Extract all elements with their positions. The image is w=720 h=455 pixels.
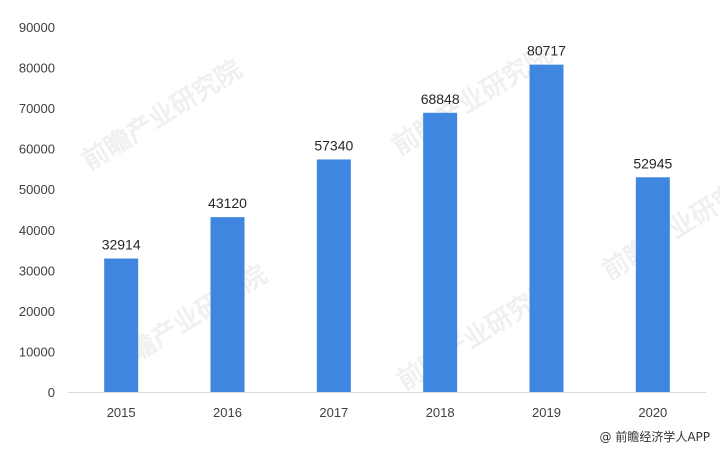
data-label-2019: 80717 — [527, 43, 566, 59]
y-tick-label: 70000 — [19, 101, 55, 116]
y-tick-label: 20000 — [19, 304, 55, 319]
data-label-2017: 57340 — [314, 137, 353, 153]
data-label-2015: 32914 — [102, 237, 141, 253]
bar-2016 — [210, 217, 245, 392]
x-tick-label-2015: 2015 — [107, 405, 136, 420]
y-tick-label: 30000 — [19, 263, 55, 278]
bar-2019 — [529, 64, 564, 393]
source-credit: @ 前瞻经济学人APP — [599, 430, 711, 444]
data-label-2016: 43120 — [208, 195, 247, 211]
y-tick-label: 80000 — [19, 61, 55, 76]
x-tick-label-2020: 2020 — [638, 405, 667, 420]
x-tick-label-2016: 2016 — [213, 405, 242, 420]
y-axis-tick-labels: 0 10000 20000 30000 40000 50000 60000 70000 8000… — [19, 20, 55, 400]
bar-2015 — [104, 258, 139, 392]
bar-2020 — [635, 177, 670, 392]
data-label-2020: 52945 — [633, 155, 672, 171]
y-tick-label: 90000 — [19, 20, 55, 35]
bar-2018 — [423, 112, 458, 392]
x-tick-label-2018: 2018 — [426, 405, 455, 420]
y-tick-label: 60000 — [19, 142, 55, 157]
bar-series — [104, 64, 670, 393]
x-tick-label-2017: 2017 — [319, 405, 348, 420]
data-labels: 32914 43120 57340 68848 80717 52945 — [102, 43, 673, 253]
y-tick-label: 40000 — [19, 223, 55, 238]
y-tick-label: 50000 — [19, 182, 55, 197]
x-axis-tick-labels: 2015 2016 2017 2018 2019 2020 — [107, 405, 668, 420]
x-tick-label-2019: 2019 — [532, 405, 561, 420]
data-label-2018: 68848 — [421, 91, 460, 107]
y-tick-label: 0 — [48, 385, 55, 400]
y-tick-label: 10000 — [19, 344, 55, 359]
bar-2017 — [316, 159, 351, 392]
